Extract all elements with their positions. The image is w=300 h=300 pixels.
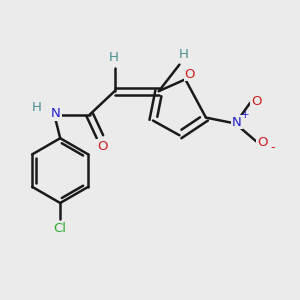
Text: -: -	[270, 141, 274, 154]
Text: Cl: Cl	[54, 222, 67, 235]
Text: O: O	[97, 140, 108, 153]
Text: +: +	[241, 110, 249, 120]
Text: H: H	[108, 51, 118, 64]
Text: O: O	[251, 95, 262, 108]
Text: H: H	[32, 101, 42, 114]
Text: O: O	[257, 136, 268, 149]
Text: N: N	[232, 116, 242, 128]
Text: H: H	[179, 48, 189, 62]
Text: O: O	[184, 68, 195, 80]
Text: N: N	[51, 107, 61, 120]
